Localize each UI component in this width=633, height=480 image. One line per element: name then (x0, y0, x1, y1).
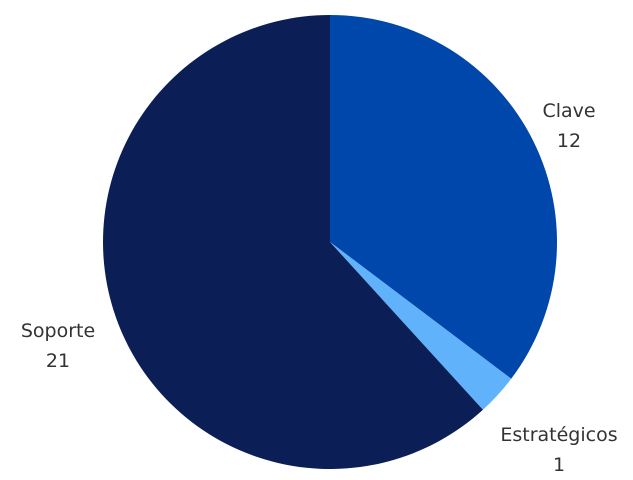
pie-slice-estrategicos (330, 242, 512, 410)
slice-label-clave-value: 12 (556, 130, 582, 152)
slice-label-estrategicos-name: Estratégicos (500, 424, 618, 446)
slice-label-clave: Clave 12 (533, 96, 605, 156)
slice-label-estrategicos: Estratégicos 1 (485, 420, 633, 480)
slice-label-soporte-value: 21 (45, 350, 71, 372)
slice-label-soporte: Soporte 21 (8, 316, 108, 376)
slice-label-estrategicos-value: 1 (552, 454, 566, 476)
pie-slice-soporte (103, 15, 483, 469)
slice-label-soporte-name: Soporte (20, 320, 96, 342)
pie-slice-clave (330, 15, 558, 379)
slice-label-clave-name: Clave (542, 100, 596, 122)
